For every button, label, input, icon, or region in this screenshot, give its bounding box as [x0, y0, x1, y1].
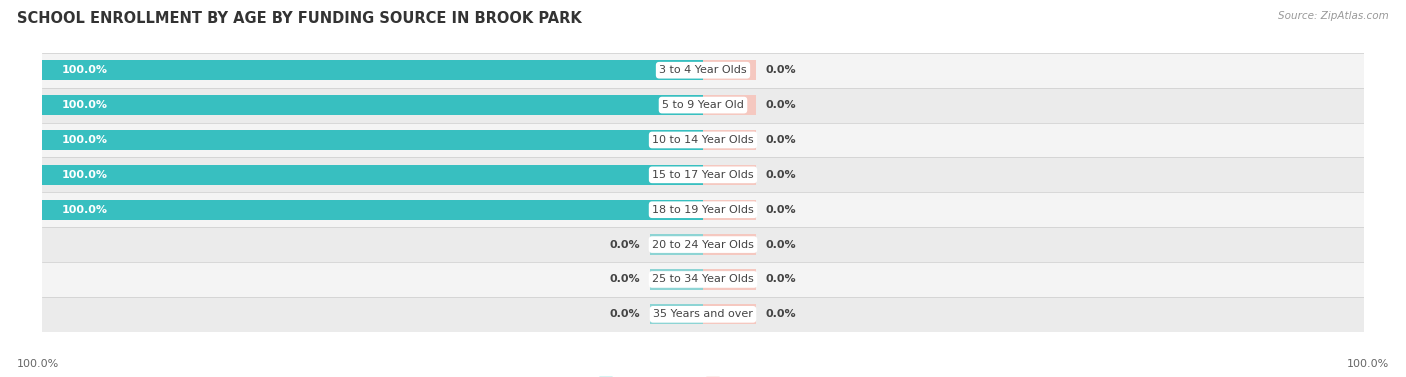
- Text: 0.0%: 0.0%: [766, 309, 796, 319]
- Bar: [703, 60, 756, 80]
- Text: 15 to 17 Year Olds: 15 to 17 Year Olds: [652, 170, 754, 180]
- Text: 100.0%: 100.0%: [62, 100, 108, 110]
- Text: 0.0%: 0.0%: [766, 170, 796, 180]
- Text: 0.0%: 0.0%: [766, 135, 796, 145]
- Bar: [703, 234, 756, 255]
- Text: 100.0%: 100.0%: [62, 65, 108, 75]
- Bar: [703, 269, 756, 290]
- Bar: [703, 304, 756, 325]
- Text: 100.0%: 100.0%: [17, 359, 59, 369]
- Text: 0.0%: 0.0%: [610, 239, 640, 250]
- Text: 5 to 9 Year Old: 5 to 9 Year Old: [662, 100, 744, 110]
- Text: 35 Years and over: 35 Years and over: [652, 309, 754, 319]
- Text: 3 to 4 Year Olds: 3 to 4 Year Olds: [659, 65, 747, 75]
- Text: 18 to 19 Year Olds: 18 to 19 Year Olds: [652, 205, 754, 215]
- Bar: [42, 192, 1364, 227]
- Text: 0.0%: 0.0%: [610, 274, 640, 285]
- Text: 100.0%: 100.0%: [1347, 359, 1389, 369]
- Bar: [650, 234, 703, 255]
- Text: SCHOOL ENROLLMENT BY AGE BY FUNDING SOURCE IN BROOK PARK: SCHOOL ENROLLMENT BY AGE BY FUNDING SOUR…: [17, 11, 582, 26]
- Text: 0.0%: 0.0%: [766, 239, 796, 250]
- Bar: [42, 158, 1364, 192]
- Text: 0.0%: 0.0%: [610, 309, 640, 319]
- Text: 10 to 14 Year Olds: 10 to 14 Year Olds: [652, 135, 754, 145]
- Bar: [650, 269, 703, 290]
- Bar: [42, 130, 703, 150]
- Text: 25 to 34 Year Olds: 25 to 34 Year Olds: [652, 274, 754, 285]
- Bar: [42, 297, 1364, 332]
- Text: 0.0%: 0.0%: [766, 65, 796, 75]
- Text: 0.0%: 0.0%: [766, 205, 796, 215]
- Text: 0.0%: 0.0%: [766, 274, 796, 285]
- Bar: [42, 165, 703, 185]
- Text: 0.0%: 0.0%: [766, 100, 796, 110]
- Bar: [703, 199, 756, 220]
- Bar: [650, 304, 703, 325]
- Text: 100.0%: 100.0%: [62, 135, 108, 145]
- Text: 100.0%: 100.0%: [62, 170, 108, 180]
- Bar: [42, 123, 1364, 158]
- Bar: [42, 95, 703, 115]
- Text: 100.0%: 100.0%: [62, 205, 108, 215]
- Text: Source: ZipAtlas.com: Source: ZipAtlas.com: [1278, 11, 1389, 21]
- Bar: [42, 262, 1364, 297]
- Bar: [42, 227, 1364, 262]
- Bar: [42, 60, 703, 80]
- Text: 20 to 24 Year Olds: 20 to 24 Year Olds: [652, 239, 754, 250]
- Bar: [42, 88, 1364, 123]
- Bar: [42, 53, 1364, 88]
- Bar: [703, 95, 756, 115]
- Bar: [42, 199, 703, 220]
- Bar: [703, 130, 756, 150]
- Bar: [703, 165, 756, 185]
